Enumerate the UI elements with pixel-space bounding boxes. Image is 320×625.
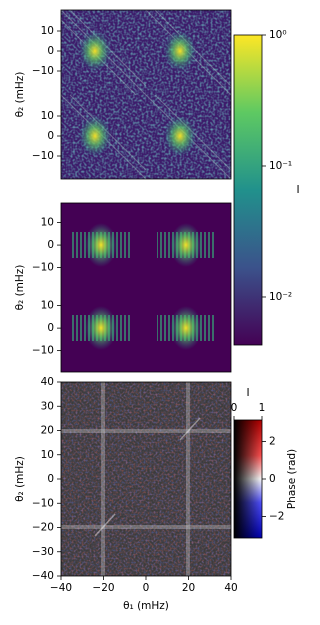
x-tick-label: 40 bbox=[224, 582, 237, 594]
y-tick-label: −20 bbox=[32, 522, 54, 534]
intensity-map-1 bbox=[61, 10, 231, 179]
y-axis-label: θ₂ (mHz) bbox=[14, 456, 26, 502]
y-tick-label: 30 bbox=[41, 400, 54, 412]
y-tick-label: −10 bbox=[32, 65, 54, 77]
y-tick-label: 0 bbox=[47, 239, 54, 251]
y-tick-label: 10 bbox=[41, 110, 54, 122]
frame bbox=[60, 9, 232, 180]
frame bbox=[60, 202, 232, 373]
x-tick-label: −40 bbox=[50, 582, 72, 594]
y-tick-label: 0 bbox=[47, 322, 54, 334]
x-axis-label: I bbox=[246, 387, 249, 399]
y-tick-label: −40 bbox=[32, 570, 54, 582]
intensity-map-2 bbox=[61, 203, 231, 372]
y-tick-label: 10 bbox=[41, 25, 54, 37]
x-tick-label: −20 bbox=[92, 582, 114, 594]
y-axis-label: θ₂ (mHz) bbox=[14, 265, 26, 311]
y-tick-label: −30 bbox=[32, 546, 54, 558]
y-tick-label: 10 bbox=[41, 449, 54, 461]
y-tick-label: 10⁻¹ bbox=[269, 160, 292, 172]
y-tick-label: 0 bbox=[47, 45, 54, 57]
y-tick-label: −10 bbox=[32, 150, 54, 162]
y-tick-label: 0 bbox=[269, 473, 276, 485]
phase-map bbox=[61, 382, 231, 576]
y-tick-label: 20 bbox=[41, 425, 54, 437]
y-tick-label: 10⁰ bbox=[269, 29, 287, 41]
y-tick-label: 10⁻² bbox=[269, 291, 292, 303]
colorbar-label: I bbox=[296, 184, 299, 196]
colorbar-label: Phase (rad) bbox=[286, 449, 298, 509]
colorbar bbox=[233, 34, 263, 346]
x-tick-label: 0 bbox=[143, 582, 150, 594]
y-tick-label: −2 bbox=[269, 511, 284, 523]
y-tick-label: 0 bbox=[47, 473, 54, 485]
x-axis-label: θ₁ (mHz) bbox=[123, 600, 169, 612]
y-tick-label: 40 bbox=[41, 376, 54, 388]
y-tick-label: −10 bbox=[32, 262, 54, 274]
y-axis-label: θ₂ (mHz) bbox=[14, 72, 26, 118]
y-tick-label: 0 bbox=[47, 130, 54, 142]
colorbar-2d bbox=[233, 419, 263, 539]
y-tick-label: −10 bbox=[32, 345, 54, 357]
x-tick-label: 20 bbox=[182, 582, 195, 594]
x-tick-label: 0 bbox=[231, 402, 238, 414]
y-tick-label: −10 bbox=[32, 497, 54, 509]
y-tick-label: 10 bbox=[41, 300, 54, 312]
y-tick-label: 10 bbox=[41, 217, 54, 229]
y-tick-label: 2 bbox=[269, 435, 276, 447]
x-tick-label: 1 bbox=[259, 402, 266, 414]
